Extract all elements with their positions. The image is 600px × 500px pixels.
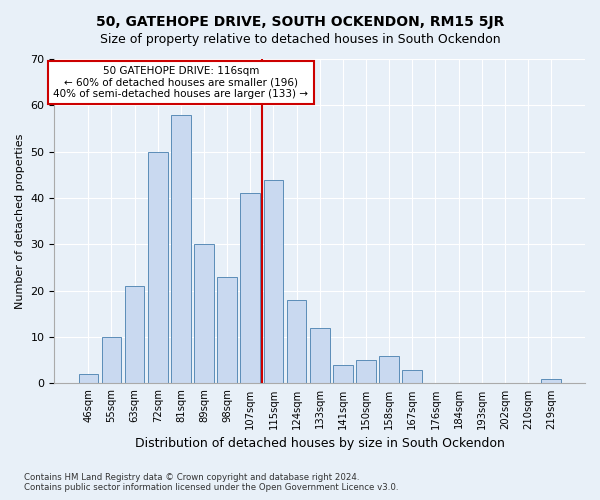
Y-axis label: Number of detached properties: Number of detached properties [15, 134, 25, 309]
Bar [263, 180, 283, 384]
Bar [101, 337, 121, 384]
Bar [541, 379, 561, 384]
Text: 50, GATEHOPE DRIVE, SOUTH OCKENDON, RM15 5JR: 50, GATEHOPE DRIVE, SOUTH OCKENDON, RM15… [96, 15, 504, 29]
Text: Contains HM Land Registry data © Crown copyright and database right 2024.
Contai: Contains HM Land Registry data © Crown c… [24, 473, 398, 492]
Bar [310, 328, 329, 384]
Bar [403, 370, 422, 384]
Bar [379, 356, 399, 384]
Text: 50 GATEHOPE DRIVE: 116sqm
← 60% of detached houses are smaller (196)
40% of semi: 50 GATEHOPE DRIVE: 116sqm ← 60% of detac… [53, 66, 308, 99]
Bar [333, 365, 353, 384]
Bar [241, 194, 260, 384]
Text: Size of property relative to detached houses in South Ockendon: Size of property relative to detached ho… [100, 32, 500, 46]
Bar [194, 244, 214, 384]
Bar [125, 286, 145, 384]
Bar [356, 360, 376, 384]
Bar [287, 300, 307, 384]
Bar [148, 152, 167, 384]
Bar [217, 277, 237, 384]
Bar [79, 374, 98, 384]
X-axis label: Distribution of detached houses by size in South Ockendon: Distribution of detached houses by size … [135, 437, 505, 450]
Bar [171, 114, 191, 384]
